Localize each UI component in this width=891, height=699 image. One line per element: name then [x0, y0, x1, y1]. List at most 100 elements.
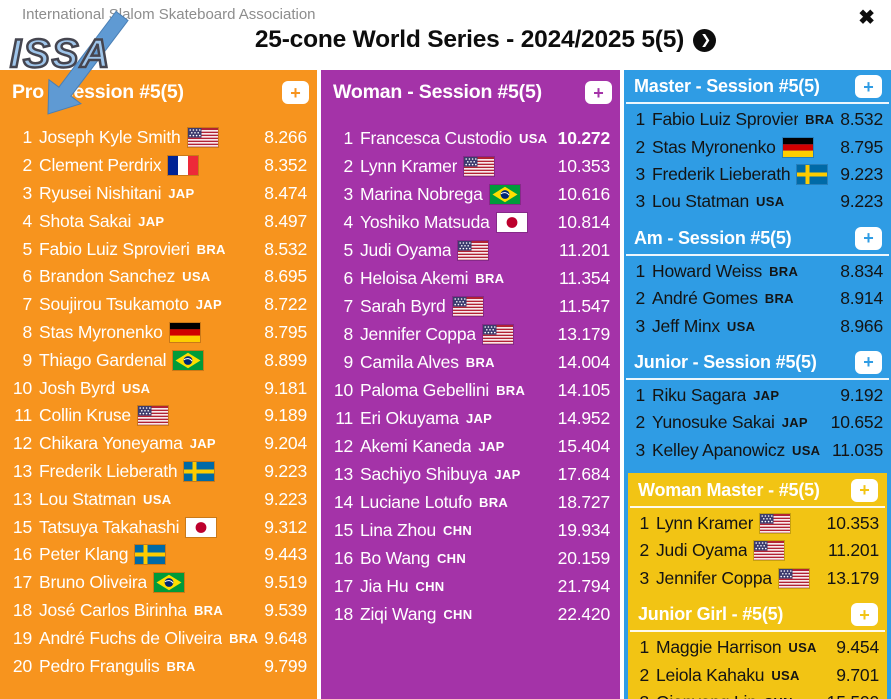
add-result-button[interactable]: + [851, 478, 878, 502]
score: 9.181 [264, 377, 307, 398]
plus-icon: + [859, 480, 870, 501]
score: 11.201 [558, 239, 610, 260]
result-row: 10 Josh Byrd USA 9.181 [0, 374, 317, 402]
add-result-button[interactable]: + [855, 226, 882, 250]
result-row: 13 Lou Statman USA 9.223 [0, 485, 317, 513]
rider-name: Shota Sakai [39, 210, 132, 231]
panel-title: Woman - Session #5(5) [333, 81, 542, 103]
result-row: 8 Stas Myronenko 8.795 [0, 319, 317, 347]
score: 14.952 [557, 407, 611, 428]
score: 10.272 [557, 127, 611, 148]
logo-arrow-icon [47, 10, 129, 115]
country-code: JAP [494, 466, 521, 482]
org-name: International Slalom Skateboard Associat… [22, 6, 316, 23]
score: 8.695 [264, 266, 307, 287]
flag-usa-icon [464, 156, 495, 176]
country-code: USA [182, 269, 211, 285]
flag-ger-icon [169, 322, 200, 342]
close-button[interactable]: ✖ [858, 7, 875, 29]
pro-results-list: 1 Joseph Kyle Smith 8.266 2 Clement Perdrix 8… [0, 124, 317, 680]
rank: 15 [333, 519, 353, 540]
rider-name: Jennifer Coppa [656, 567, 772, 588]
junior-results-list: 1 Riku Sagara JAP 9.192 2 Yunosuke Sakai JAP 10… [624, 380, 891, 464]
score: 22.420 [557, 603, 611, 624]
rider-name: Lynn Kramer [656, 513, 754, 534]
rider-name: Judi Oyama [360, 239, 452, 260]
country-code: CHN [436, 550, 467, 566]
result-row: 1 Joseph Kyle Smith 8.266 [0, 124, 317, 152]
rider-name: Stas Myronenko [652, 136, 776, 157]
country-code: USA [122, 380, 151, 396]
rank: 2 [635, 412, 645, 433]
score: 14.105 [557, 379, 611, 400]
result-row: 19 André Fuchs de Oliveira BRA 9.648 [0, 624, 317, 652]
rank: 1 [639, 513, 649, 534]
rider-name: Kelley Apanowicz [652, 439, 785, 460]
rank: 2 [639, 664, 649, 685]
flag-bra-icon [173, 350, 204, 370]
add-result-button[interactable]: + [855, 350, 882, 374]
rank: 13 [12, 460, 32, 481]
result-row: 4 Yoshiko Matsuda 10.814 [321, 208, 620, 236]
rank: 3 [635, 191, 645, 212]
country-code: BRA [166, 658, 196, 674]
woman-panel: Woman - Session #5(5) + 1 Francesca Custo… [321, 70, 620, 699]
rider-name: Jeff Minx [652, 315, 720, 336]
rank: 17 [12, 572, 32, 593]
result-row: 4 Shota Sakai JAP 8.497 [0, 207, 317, 235]
woman-master-panel: Woman Master - #5(5) + 1 Lynn Kramer 10.35… [628, 473, 887, 592]
score: 9.192 [840, 384, 883, 405]
rider-name: Leiola Kahaku [656, 664, 765, 685]
rank: 10 [333, 379, 353, 400]
rank: 1 [639, 637, 649, 658]
result-row: 12 Akemi Kaneda JAP 15.404 [321, 432, 620, 460]
add-result-button[interactable]: + [855, 75, 882, 98]
country-code: JAP [168, 185, 195, 201]
result-row: 11 Eri Okuyama JAP 14.952 [321, 404, 620, 432]
next-round-button[interactable]: ❯ [693, 28, 717, 52]
add-result-button[interactable]: + [851, 603, 878, 627]
flag-bra-icon [154, 573, 185, 593]
add-result-button[interactable]: + [585, 81, 612, 104]
woman-master-panel-header: Woman Master - #5(5) + [630, 475, 885, 508]
country-code: BRA [196, 241, 226, 257]
add-result-button[interactable]: + [282, 81, 309, 104]
master-results-list: 1 Fabio Luiz Sprovieri BRA 8.532 2 Stas Myron… [624, 104, 891, 216]
plus-icon: + [859, 604, 870, 625]
rider-name: José Carlos Birinha [39, 599, 187, 620]
score: 8.795 [264, 321, 307, 342]
score: 9.312 [264, 516, 307, 537]
rank: 19 [12, 627, 32, 648]
am-panel-header: Am - Session #5(5) + [626, 223, 889, 256]
score: 8.914 [840, 288, 883, 309]
rank: 2 [22, 155, 32, 176]
result-row: 11 Collin Kruse 9.189 [0, 402, 317, 430]
page-title: 25-cone World Series - 2024/2025 5(5) [254, 26, 685, 53]
rider-name: Clement Perdrix [39, 155, 162, 176]
rider-name: Lou Statman [652, 191, 750, 212]
rank: 2 [635, 136, 645, 157]
rider-name: Maggie Harrison [656, 637, 782, 658]
rider-name: Pedro Frangulis [39, 655, 160, 676]
rank: 1 [635, 384, 645, 405]
flag-jpn-icon [186, 517, 217, 537]
rider-name: Lynn Kramer [360, 155, 458, 176]
rider-name: Bo Wang [360, 547, 430, 568]
score: 14.004 [557, 351, 611, 372]
flag-swe-icon [797, 164, 828, 184]
result-row: 2 Yunosuke Sakai JAP 10.652 [624, 409, 891, 436]
score: 9.223 [840, 191, 883, 212]
score: 9.799 [264, 655, 307, 676]
rider-name: Akemi Kaneda [360, 435, 472, 456]
panel-title: Am - Session #5(5) [634, 227, 792, 248]
score: 18.727 [557, 491, 611, 512]
rider-name: Chikara Yoneyama [39, 433, 183, 454]
country-code: BRA [475, 270, 505, 286]
result-row: 2 Leiola Kahaku USA 9.701 [628, 661, 887, 688]
result-row: 13 Sachiyo Shibuya JAP 17.684 [321, 460, 620, 488]
country-code: CHN [764, 695, 793, 699]
rider-name: Frederik Lieberath [39, 460, 178, 481]
panel-title: Woman Master - #5(5) [638, 479, 820, 500]
woman-master-results-list: 1 Lynn Kramer 10.353 2 Judi Oyama 11.201 3 Jenn… [628, 508, 887, 592]
flag-usa-icon [482, 324, 513, 344]
